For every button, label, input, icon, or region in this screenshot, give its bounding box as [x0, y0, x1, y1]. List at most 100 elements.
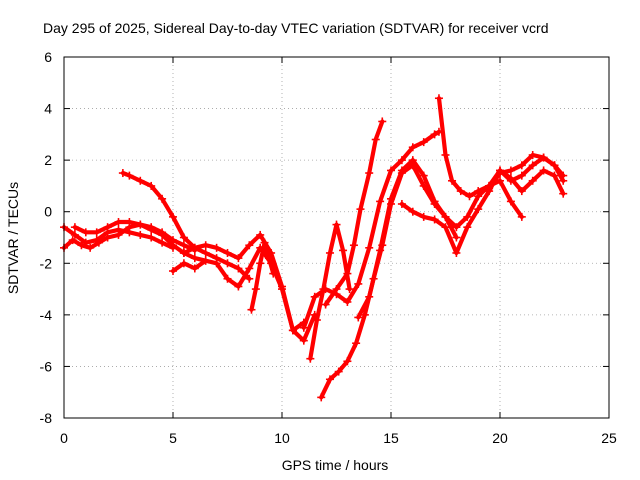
data-point: [559, 176, 568, 185]
series-line: [301, 129, 442, 330]
data-point: [319, 285, 328, 294]
data-point: [496, 176, 504, 185]
data-point: [169, 212, 177, 221]
data-point: [179, 248, 188, 257]
data-point: [190, 264, 199, 273]
data-point: [269, 269, 278, 278]
data-point: [506, 197, 515, 206]
series-track-7: [247, 238, 278, 314]
data-point: [430, 197, 439, 206]
series-track-13: [397, 166, 568, 257]
data-point: [321, 300, 330, 309]
data-point: [441, 212, 450, 221]
data-point: [299, 323, 308, 332]
data-point: [463, 212, 472, 221]
data-point: [114, 218, 123, 227]
data-point: [264, 254, 273, 263]
data-point: [212, 243, 221, 252]
y-tick-label: 2: [44, 152, 52, 168]
data-point: [325, 248, 334, 257]
data-point: [94, 238, 103, 247]
data-point: [310, 292, 319, 301]
data-point: [456, 187, 465, 196]
data-point: [419, 212, 428, 221]
x-tick-label: 5: [169, 430, 177, 446]
data-point: [251, 285, 260, 294]
data-point: [201, 256, 210, 265]
tick-label-layer: 0 5 10 15 20 25 -8 -6 -4 -2 0 2 4 6: [40, 49, 617, 446]
data-point: [354, 279, 363, 288]
data-point: [408, 207, 417, 216]
data-point: [517, 187, 526, 196]
series-line: [323, 119, 385, 307]
data-point: [387, 166, 395, 175]
series-line: [399, 168, 566, 256]
y-tick-label: 4: [44, 101, 52, 117]
data-point: [306, 354, 315, 363]
data-point: [223, 248, 232, 257]
series-track-15: [485, 150, 568, 193]
data-point: [387, 194, 395, 203]
data-point: [190, 254, 199, 263]
data-point: [452, 233, 461, 242]
data-point: [223, 259, 232, 268]
data-point: [256, 230, 265, 239]
data-point: [528, 176, 537, 185]
data-point: [179, 259, 188, 268]
data-point: [332, 220, 341, 229]
data-point: [299, 336, 308, 345]
y-tick-label: 6: [44, 49, 52, 65]
data-point: [408, 156, 417, 165]
x-tick-label: 25: [601, 430, 617, 446]
data-point: [465, 192, 474, 201]
data-point: [158, 194, 167, 203]
data-point: [452, 248, 461, 257]
chart-title: Day 295 of 2025, Sidereal Day-to-day VTE…: [43, 20, 549, 36]
data-point: [169, 236, 177, 245]
data-point: [201, 241, 210, 250]
y-tick-label: -8: [40, 410, 53, 426]
data-point: [365, 292, 374, 301]
data-point: [528, 161, 537, 170]
series-track-6: [179, 230, 319, 345]
data-point: [474, 187, 483, 196]
data-point: [212, 259, 221, 268]
data-point: [376, 246, 385, 255]
data-point: [136, 176, 145, 185]
x-tick-label: 10: [274, 430, 290, 446]
data-point: [68, 236, 77, 245]
data-point: [378, 117, 387, 126]
data-point: [103, 223, 112, 232]
data-point: [441, 223, 450, 232]
data-point: [539, 166, 548, 175]
data-point: [234, 282, 243, 291]
data-point: [496, 169, 504, 178]
data-point: [517, 171, 526, 180]
data-point: [179, 241, 188, 250]
data-point: [430, 130, 439, 139]
x-tick-label: 15: [383, 430, 399, 446]
data-point: [223, 274, 232, 283]
data-point: [332, 285, 341, 294]
data-point: [158, 228, 167, 237]
data-point: [103, 233, 112, 242]
data-point: [317, 393, 326, 402]
data-point: [147, 223, 156, 232]
data-point: [408, 143, 417, 152]
data-point: [201, 248, 210, 257]
data-point: [179, 233, 188, 242]
data-point: [360, 310, 369, 319]
data-point: [169, 267, 177, 276]
data-point: [528, 150, 537, 159]
data-point: [77, 241, 86, 250]
y-tick-label: -2: [40, 255, 53, 271]
y-tick-label: 0: [44, 204, 52, 220]
data-point: [325, 375, 334, 384]
data-point: [352, 339, 361, 348]
data-point: [397, 166, 406, 175]
data-point: [559, 189, 568, 198]
data-point: [158, 238, 167, 247]
data-point: [356, 205, 365, 214]
data-point: [343, 357, 352, 366]
